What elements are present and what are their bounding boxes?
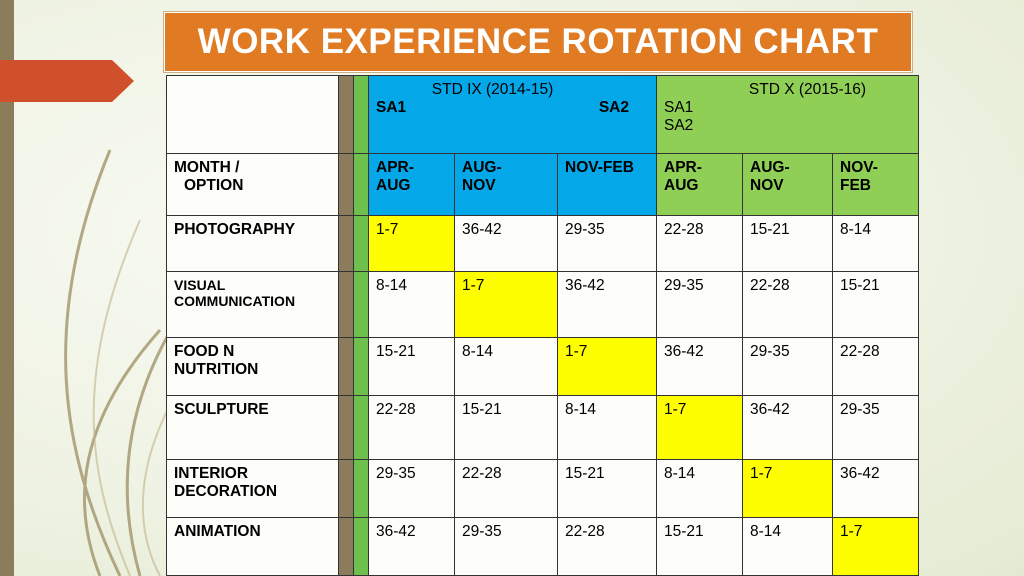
std-x-heading: STD X (2015-16) — [748, 81, 867, 98]
std-ix-heading: STD IX (2014-15) — [431, 81, 554, 98]
option-name: FOOD N NUTRITION — [166, 337, 339, 396]
std-x-header: STD X (2015-16) SA1 SA2 — [656, 75, 919, 154]
week-cell: 29-35 — [832, 395, 919, 460]
week-cell: 8-14 — [656, 459, 743, 518]
option-name: PHOTOGRAPHY — [166, 215, 339, 272]
period-header: APR- AUG — [656, 153, 743, 216]
table-row: SCULPTURE 22-28 15-21 8-14 1-7 36-42 29-… — [166, 395, 919, 460]
table-row: PHOTOGRAPHY 1-7 36-42 29-35 22-28 15-21 … — [166, 215, 919, 272]
week-cell: 29-35 — [368, 459, 455, 518]
divider-brown — [338, 153, 354, 216]
week-cell: 29-35 — [742, 337, 833, 396]
option-label: OPTION — [184, 177, 244, 194]
week-cell: 22-28 — [832, 337, 919, 396]
week-cell: 36-42 — [368, 517, 455, 576]
period-header: AUG- NOV — [454, 153, 558, 216]
divider-brown — [338, 75, 354, 154]
week-cell: 8-14 — [368, 271, 455, 338]
arrow-tab-decoration — [0, 60, 134, 102]
std-x-sa1: SA1 — [664, 99, 694, 116]
week-cell: 29-35 — [557, 215, 657, 272]
week-cell: 36-42 — [656, 337, 743, 396]
option-name: INTERIOR DECORATION — [166, 459, 339, 518]
week-cell: 36-42 — [454, 215, 558, 272]
page-title: WORK EXPERIENCE ROTATION CHART — [164, 12, 912, 72]
week-cell: 36-42 — [557, 271, 657, 338]
header-row-months: MONTH / OPTION APR- AUG AUG- NOV NOV-FEB A… — [166, 153, 919, 216]
week-cell: 8-14 — [454, 337, 558, 396]
header-row-std: STD IX (2014-15) SA1 SA2 STD X (2015-16)… — [166, 75, 919, 154]
period-header: NOV-FEB — [557, 153, 657, 216]
week-cell: 36-42 — [832, 459, 919, 518]
week-cell: 22-28 — [742, 271, 833, 338]
std-ix-header: STD IX (2014-15) SA1 SA2 — [368, 75, 657, 154]
table-row: ANIMATION 36-42 29-35 22-28 15-21 8-14 1… — [166, 517, 919, 576]
week-cell: 15-21 — [557, 459, 657, 518]
month-option-header: MONTH / OPTION — [166, 153, 339, 216]
table-row: VISUAL COMMUNICATION 8-14 1-7 36-42 29-35… — [166, 271, 919, 338]
week-cell: 1-7 — [557, 337, 657, 396]
week-cell: 1-7 — [832, 517, 919, 576]
week-cell: 36-42 — [742, 395, 833, 460]
week-cell: 29-35 — [454, 517, 558, 576]
table-row: FOOD N NUTRITION 15-21 8-14 1-7 36-42 29-… — [166, 337, 919, 396]
option-name: SCULPTURE — [166, 395, 339, 460]
week-cell: 22-28 — [368, 395, 455, 460]
week-cell: 1-7 — [454, 271, 558, 338]
week-cell: 15-21 — [742, 215, 833, 272]
week-cell: 1-7 — [742, 459, 833, 518]
divider-green — [353, 75, 369, 154]
week-cell: 15-21 — [368, 337, 455, 396]
week-cell: 8-14 — [832, 215, 919, 272]
table-row: INTERIOR DECORATION 29-35 22-28 15-21 8-1… — [166, 459, 919, 518]
week-cell: 15-21 — [832, 271, 919, 338]
week-cell: 1-7 — [656, 395, 743, 460]
week-cell: 22-28 — [656, 215, 743, 272]
week-cell: 1-7 — [368, 215, 455, 272]
std-ix-sa2: SA2 — [598, 99, 629, 116]
week-cell: 15-21 — [454, 395, 558, 460]
week-cell: 22-28 — [454, 459, 558, 518]
week-cell: 8-14 — [742, 517, 833, 576]
option-name: VISUAL COMMUNICATION — [166, 271, 339, 338]
week-cell: 22-28 — [557, 517, 657, 576]
week-cell: 8-14 — [557, 395, 657, 460]
std-x-sa2: SA2 — [664, 117, 694, 134]
week-cell: 15-21 — [656, 517, 743, 576]
std-ix-sa1: SA1 — [376, 99, 407, 116]
period-header: APR- AUG — [368, 153, 455, 216]
option-name: ANIMATION — [166, 517, 339, 576]
period-header: NOV-FEB — [832, 153, 919, 216]
period-header: AUG- NOV — [742, 153, 833, 216]
month-label: MONTH / — [174, 159, 240, 176]
rotation-table: STD IX (2014-15) SA1 SA2 STD X (2015-16)… — [166, 75, 919, 576]
week-cell: 29-35 — [656, 271, 743, 338]
left-accent-bar — [0, 0, 14, 576]
blank-corner-cell — [166, 75, 339, 154]
divider-green — [353, 153, 369, 216]
